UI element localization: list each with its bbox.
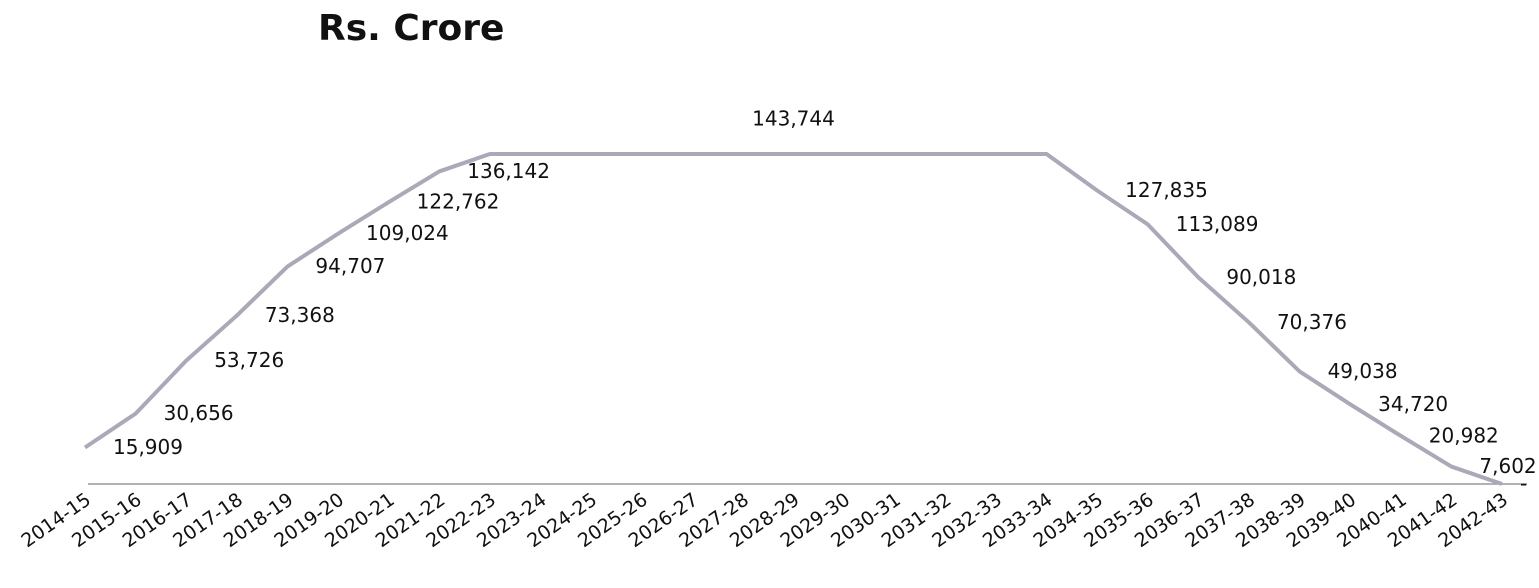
data-label: 143,744 xyxy=(752,107,835,131)
data-label: 49,038 xyxy=(1328,359,1398,383)
data-label: 122,762 xyxy=(417,190,500,214)
data-line xyxy=(83,152,1503,486)
data-label: 34,720 xyxy=(1378,392,1448,416)
data-label: 90,018 xyxy=(1226,265,1296,289)
data-label: 127,835 xyxy=(1125,178,1208,202)
data-label: 94,707 xyxy=(315,254,385,278)
data-label: 136,142 xyxy=(467,159,550,183)
data-label: 53,726 xyxy=(214,348,284,372)
data-label: 113,089 xyxy=(1176,212,1259,236)
data-label: 7,602 xyxy=(1479,454,1536,478)
chart-title: Rs. Crore xyxy=(318,8,504,49)
data-label: 30,656 xyxy=(164,401,234,425)
data-label: 20,982 xyxy=(1429,423,1499,447)
data-label: 70,376 xyxy=(1277,310,1347,334)
data-label: - xyxy=(1520,472,1527,496)
data-label: 73,368 xyxy=(265,303,335,327)
data-label: 109,024 xyxy=(366,221,449,245)
data-label: 15,909 xyxy=(113,435,183,459)
